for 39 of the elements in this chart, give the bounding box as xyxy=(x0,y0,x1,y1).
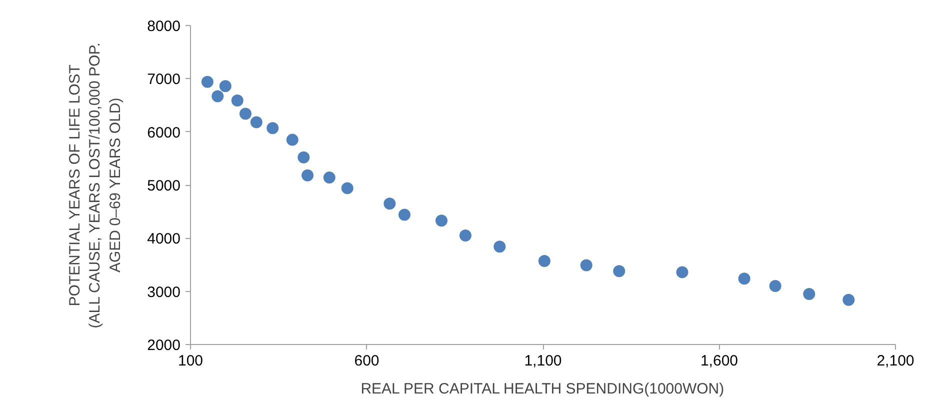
point xyxy=(459,230,472,242)
point xyxy=(738,272,750,285)
point xyxy=(613,265,626,278)
point xyxy=(286,134,298,146)
y-tick-label: 8000 xyxy=(147,18,181,35)
x-tick-label: 600 xyxy=(354,352,380,370)
point xyxy=(266,122,279,134)
point xyxy=(538,255,550,268)
point xyxy=(435,214,448,227)
point xyxy=(298,151,310,164)
y-tick-label: 2000 xyxy=(147,337,181,354)
x-tick-label: 2,100 xyxy=(876,352,914,370)
point xyxy=(580,259,592,272)
point xyxy=(398,208,410,221)
point xyxy=(201,76,214,88)
point xyxy=(494,240,506,253)
y-tick-label: 6000 xyxy=(147,124,181,142)
x-tick-label: 1,100 xyxy=(524,352,562,370)
y-tick-label: 7000 xyxy=(147,71,181,88)
point xyxy=(323,172,336,184)
x-tick-label: 1,600 xyxy=(700,352,738,370)
point xyxy=(212,90,224,102)
point xyxy=(302,169,314,182)
point xyxy=(384,198,396,210)
point xyxy=(803,288,816,300)
y-tick-label: 3000 xyxy=(147,284,181,301)
point xyxy=(250,116,262,128)
point xyxy=(842,294,855,306)
point xyxy=(231,94,244,106)
y-tick-label: 5000 xyxy=(147,178,181,194)
point xyxy=(219,80,232,92)
point xyxy=(341,182,354,194)
point xyxy=(676,266,688,278)
point xyxy=(769,280,782,292)
x-tick-label: 100 xyxy=(178,352,204,370)
point xyxy=(239,108,252,120)
x-axis-title: REAL PER CAPITAL HEALTH SPENDING(1000WON) xyxy=(360,380,724,398)
y-tick-label: 4000 xyxy=(147,230,181,248)
y-axis-title: POTENTIAL YEARS OF LIFE LOST (ALL CAUSE, YEARS LOST/100,000 POP. AGED 0–69 YEARS OLD) xyxy=(66,42,124,328)
